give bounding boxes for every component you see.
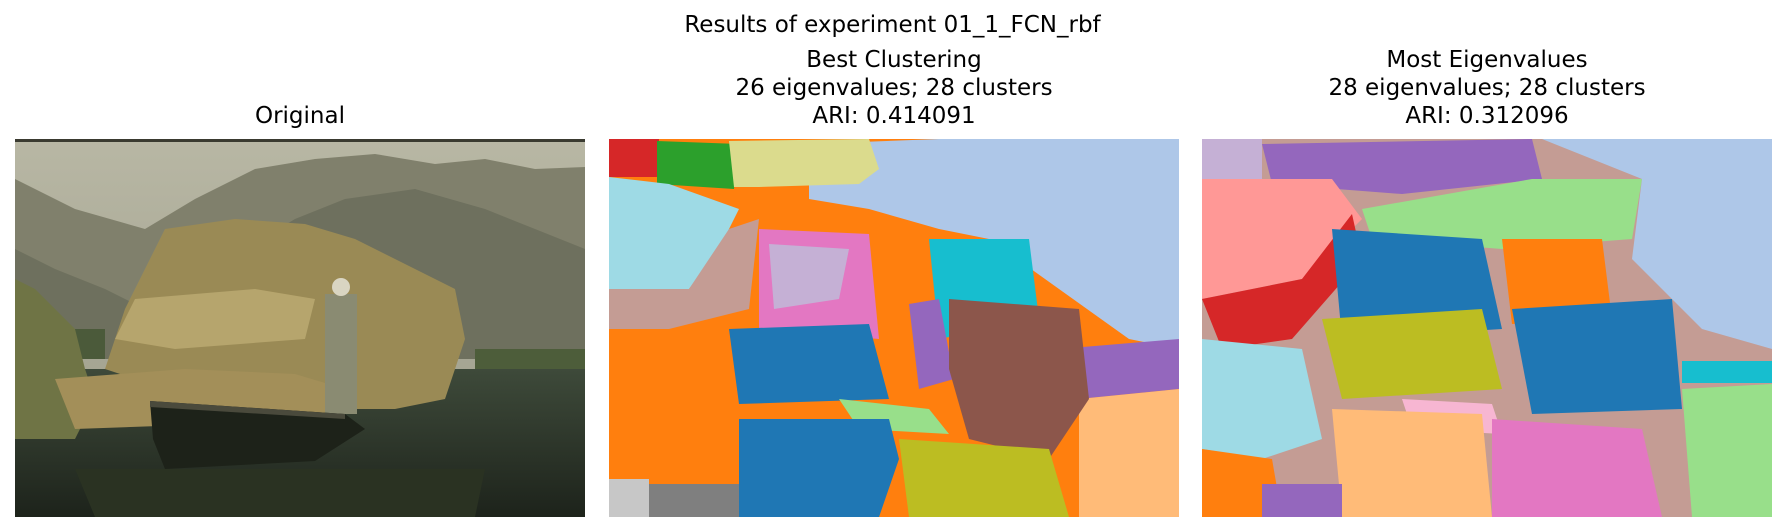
segment-lightgreen-top <box>1362 179 1642 249</box>
segment-lightgray-left <box>609 479 649 517</box>
segment-blue-right <box>1512 299 1682 414</box>
segment-peach <box>1079 389 1179 517</box>
segment-brown <box>949 299 1089 459</box>
boat <box>150 401 365 469</box>
segment-purple-right <box>1059 339 1179 399</box>
segment-lightcyan <box>1202 339 1322 459</box>
segment-red <box>609 139 659 177</box>
segment-peach <box>1332 409 1492 517</box>
segment-sky <box>809 139 1179 349</box>
segment-blue-bottom <box>739 419 899 517</box>
segment-red <box>1202 214 1362 349</box>
panel-title-most-line-2: 28 eigenvalues; 28 clusters <box>1328 75 1646 101</box>
most-eigenvalues-image <box>1202 139 1772 517</box>
panel-title-original-line-1: Original <box>254 103 345 129</box>
most-eigenvalues-segmentation <box>1202 139 1772 517</box>
segment-purple-bottom <box>1262 484 1342 517</box>
segment-pink <box>1492 419 1662 517</box>
segment-green <box>657 141 739 189</box>
boatman <box>325 294 357 414</box>
panel-title-original: Original <box>15 102 585 130</box>
segment-salmon <box>1202 179 1362 299</box>
segment-purple-boatman <box>909 299 954 389</box>
panel-title-most-line-1: Most Eigenvalues <box>1386 47 1588 73</box>
panel-title-most-eigenvalues: Most Eigenvalues 28 eigenvalues; 28 clus… <box>1202 46 1772 130</box>
top-edge <box>15 139 585 142</box>
segment-sky <box>1542 139 1772 349</box>
segment-lavender <box>1202 139 1262 179</box>
segment-blue-mid <box>729 324 889 404</box>
segment-olive <box>1322 309 1502 399</box>
best-clustering-segmentation <box>609 139 1179 517</box>
shore-right <box>475 349 585 369</box>
panel-title-most-line-3: ARI: 0.312096 <box>1405 103 1569 129</box>
original-photo <box>15 139 585 517</box>
panel-title-best-line-2: 26 eigenvalues; 28 clusters <box>735 75 1053 101</box>
best-clustering-image <box>609 139 1179 517</box>
boatman-head <box>332 278 350 296</box>
panel-title-best-line-1: Best Clustering <box>806 47 982 73</box>
original-image <box>15 139 585 517</box>
segment-tan <box>609 219 759 329</box>
segment-khaki <box>729 139 879 187</box>
segment-orange <box>1502 239 1612 324</box>
segment-lightgreen-right <box>1682 384 1772 517</box>
segment-cyan-left <box>609 177 739 289</box>
boat-rim <box>150 401 345 419</box>
segment-olive <box>899 439 1069 517</box>
reed-stack-highlight <box>115 289 315 349</box>
segment-pink-light <box>769 244 849 309</box>
figure-title: Results of experiment 01_1_FCN_rbf <box>684 12 1101 38</box>
panel-title-best-clustering: Best Clustering 26 eigenvalues; 28 clust… <box>609 46 1179 130</box>
panel-title-best-line-3: ARI: 0.414091 <box>812 103 976 129</box>
segment-gray-bottom <box>649 484 739 517</box>
segment-cyan-right <box>1682 361 1772 383</box>
reflection <box>75 469 485 517</box>
